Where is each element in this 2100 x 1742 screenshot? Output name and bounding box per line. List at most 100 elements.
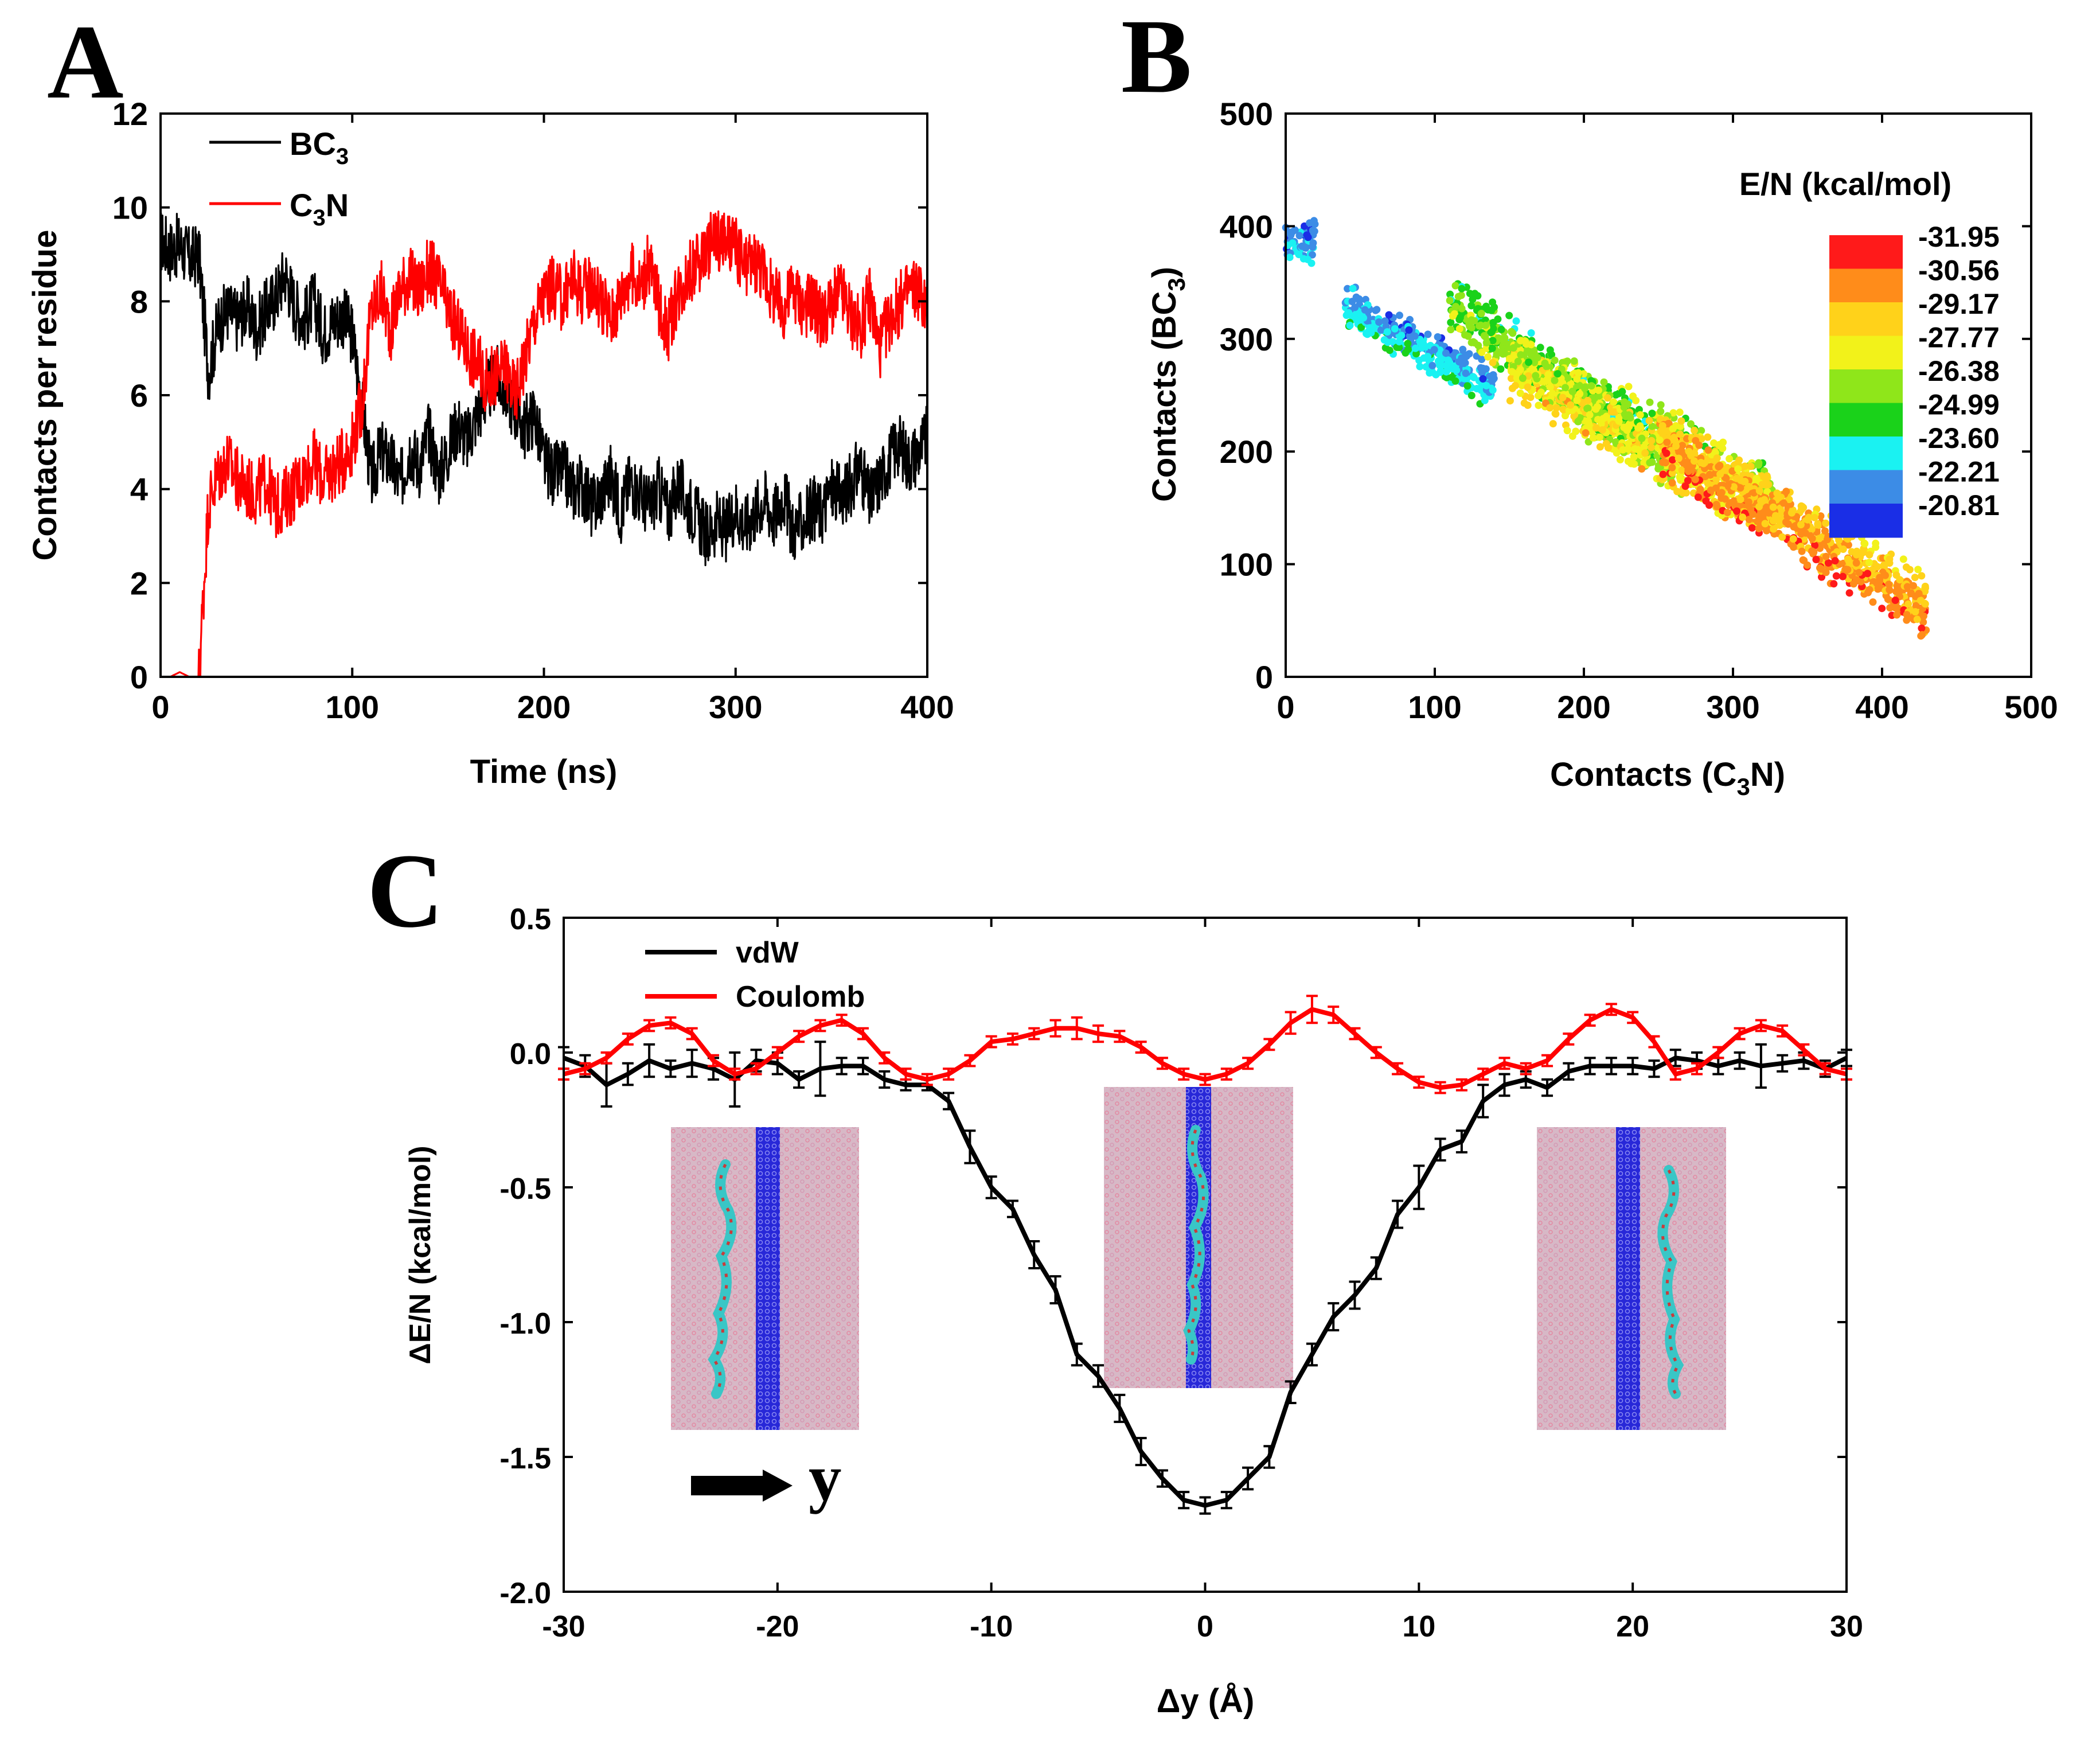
scatter-point	[1861, 540, 1869, 548]
scatter-point	[1541, 359, 1549, 367]
scatter-point	[1393, 344, 1401, 351]
scatter-point	[1615, 417, 1623, 425]
scatter-point	[1904, 600, 1912, 608]
scatter-point	[1490, 375, 1498, 383]
scatter-point	[1692, 437, 1700, 445]
scatter-point	[1595, 433, 1603, 441]
scatter-point	[1921, 600, 1929, 608]
scatter-point	[1467, 302, 1476, 310]
scatter-point	[1878, 605, 1886, 613]
scatter-point	[1458, 285, 1466, 293]
y-tick-label: 8	[130, 283, 148, 319]
scatter-point	[1437, 362, 1445, 370]
scatter-point	[1805, 513, 1813, 521]
scatter-point	[1915, 590, 1923, 598]
scatter-point	[1641, 449, 1649, 457]
scatter-point	[1681, 482, 1689, 490]
scatter-point	[1865, 551, 1873, 559]
scatter-point	[1373, 306, 1381, 314]
y-tick-label: 300	[1220, 321, 1273, 357]
y-tick-label: 200	[1220, 434, 1273, 470]
scatter-point	[1497, 326, 1505, 333]
scatter-point	[1918, 631, 1926, 639]
scatter-point	[1704, 480, 1712, 488]
scatter-point	[1295, 251, 1303, 259]
scatter-point	[1726, 455, 1734, 463]
scatter-point	[1658, 422, 1666, 430]
scatter-point	[1552, 404, 1560, 412]
scatter-point	[1537, 388, 1545, 396]
scatter-point	[1852, 559, 1860, 567]
scatter-point	[1424, 330, 1432, 338]
scatter-point	[1718, 494, 1726, 502]
scatter-point	[1530, 348, 1538, 356]
scatter-point	[1455, 315, 1463, 324]
scatter-point	[1755, 461, 1762, 469]
scatter-point	[1728, 467, 1736, 475]
scatter-point	[1694, 493, 1702, 501]
scatter-point	[1657, 407, 1665, 415]
scatter-point	[1419, 339, 1427, 347]
scatter-point	[1727, 499, 1735, 507]
scatter-point	[1679, 442, 1687, 450]
legend-label-c3n: C3N	[290, 187, 349, 231]
scatter-point	[1625, 383, 1633, 391]
scatter-point	[1519, 374, 1527, 382]
scatter-point	[1723, 508, 1731, 516]
inset-snapshot-right	[1537, 1127, 1726, 1430]
scatter-point	[1632, 396, 1640, 404]
colorbar-segment	[1829, 268, 1903, 303]
scatter-point	[1736, 484, 1744, 492]
scatter-point	[1595, 392, 1603, 400]
scatter-point	[1517, 337, 1524, 345]
x-tick-label: -20	[756, 1610, 799, 1643]
scatter-point	[1446, 290, 1454, 298]
scatter-point	[1573, 375, 1581, 383]
x-tick-label: 30	[1830, 1610, 1863, 1643]
scatter-point	[1790, 543, 1797, 551]
scatter-point	[1467, 324, 1476, 332]
scatter-point	[1673, 488, 1681, 496]
scatter-point	[1541, 377, 1549, 385]
scatter-point	[1535, 402, 1543, 410]
scatter-point	[1470, 339, 1478, 347]
scatter-point	[1584, 417, 1592, 425]
scatter-point	[1467, 392, 1476, 399]
scatter-point	[1499, 350, 1507, 358]
scatter-point	[1346, 321, 1354, 329]
scatter-point	[1775, 521, 1783, 529]
x-tick-label: 0	[1277, 689, 1294, 725]
scatter-point	[1747, 462, 1755, 470]
scatter-point	[1598, 426, 1606, 434]
series-line-c3n	[160, 210, 928, 678]
colorbar-segment	[1829, 403, 1903, 437]
scatter-point	[1763, 503, 1771, 511]
x-tick-label: 10	[1402, 1610, 1435, 1643]
scatter-point	[1674, 454, 1683, 462]
scatter-point	[1684, 467, 1692, 476]
scatter-point	[1586, 411, 1594, 419]
panel-c-legend: vdW Coulomb	[645, 936, 865, 1014]
scatter-point	[1804, 561, 1812, 569]
scatter-point	[1684, 477, 1692, 485]
scatter-point	[1730, 483, 1738, 491]
scatter-point	[1638, 465, 1646, 473]
scatter-point	[1488, 344, 1496, 352]
scatter-point	[1638, 434, 1646, 442]
scatter-point	[1746, 483, 1753, 490]
scatter-point	[1563, 427, 1571, 435]
scatter-point	[1385, 346, 1394, 354]
inset-snapshot-left	[671, 1127, 859, 1430]
scatter-point	[1677, 417, 1685, 425]
scatter-point	[1404, 340, 1412, 348]
scatter-point	[1755, 502, 1763, 510]
y-tick-label: 0.5	[510, 903, 551, 936]
x-tick-label: 0	[1197, 1610, 1213, 1643]
scatter-point	[1395, 338, 1403, 346]
scatter-point	[1808, 525, 1816, 533]
legend-label-bc3: BC3	[290, 126, 349, 169]
scatter-point	[1482, 321, 1490, 329]
colorbar-label: -20.81	[1918, 489, 2000, 521]
scatter-point	[1758, 481, 1766, 489]
